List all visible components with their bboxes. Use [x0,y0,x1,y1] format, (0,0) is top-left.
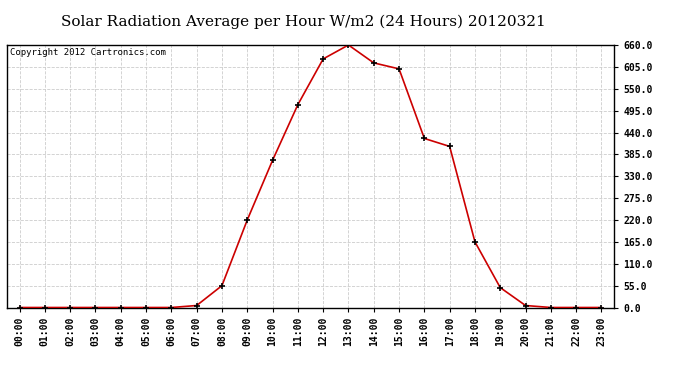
Text: Solar Radiation Average per Hour W/m2 (24 Hours) 20120321: Solar Radiation Average per Hour W/m2 (2… [61,15,546,29]
Text: Copyright 2012 Cartronics.com: Copyright 2012 Cartronics.com [10,48,166,57]
